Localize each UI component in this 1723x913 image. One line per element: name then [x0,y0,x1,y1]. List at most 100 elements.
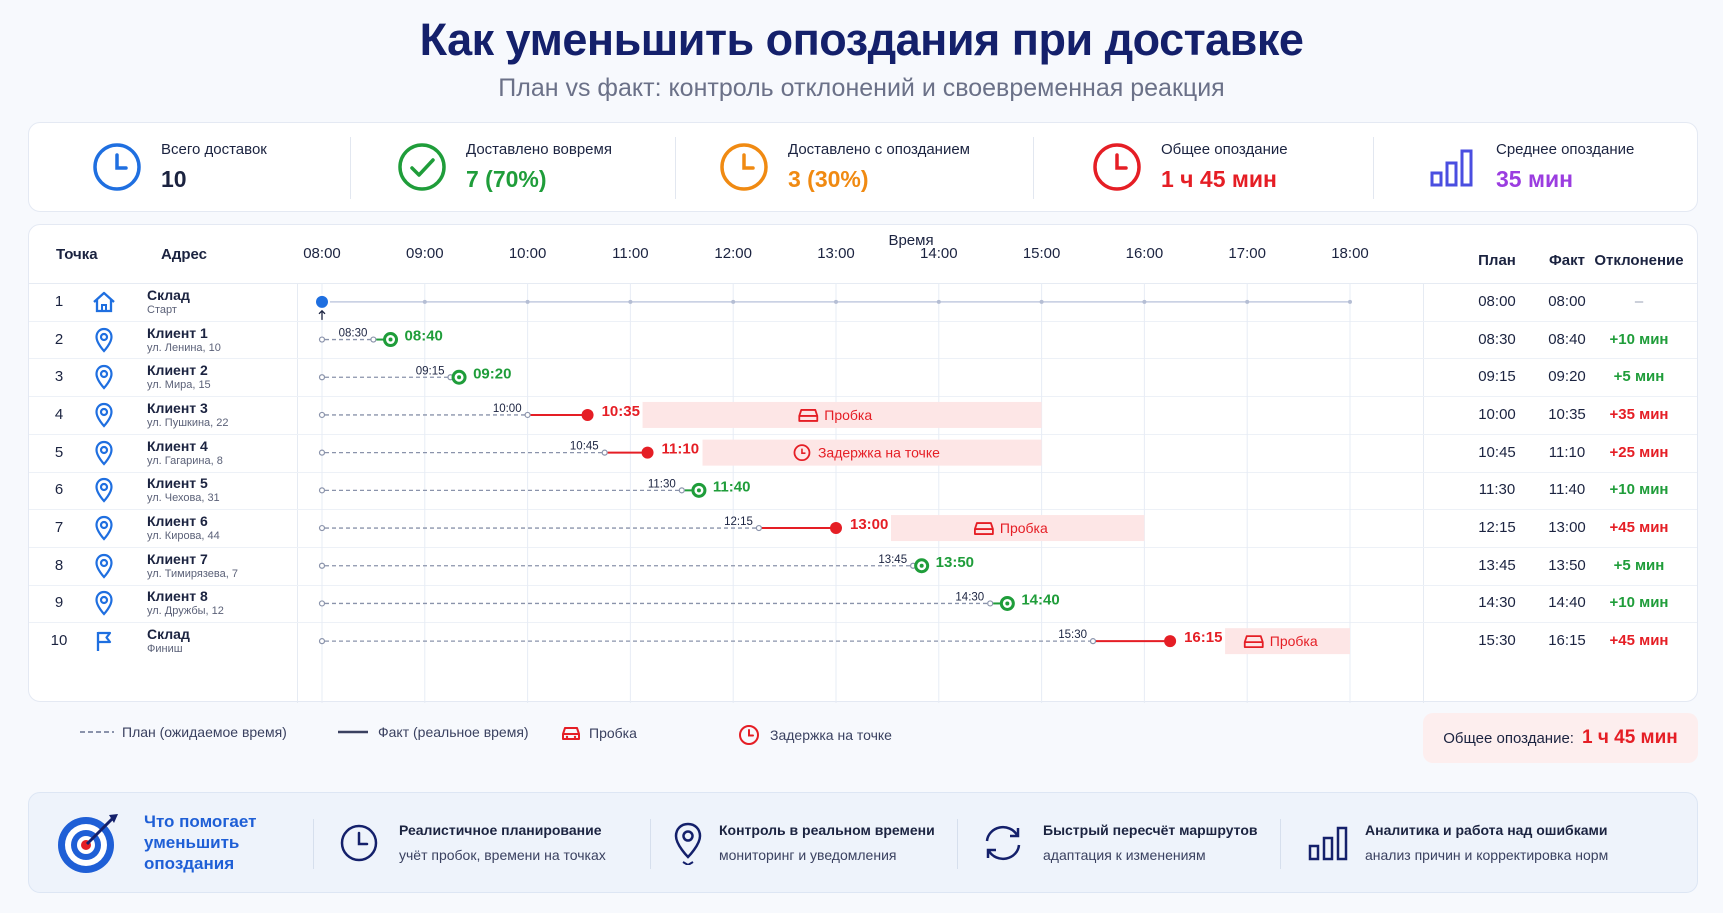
fact-marker [830,522,842,535]
row-address: ул. Дружбы, 12 [147,605,224,618]
map-pin-icon [91,590,117,617]
bar-chart-icon [1426,141,1478,193]
delay-reason-band [891,515,1145,542]
row-fact-time: 16:15 [1548,632,1586,650]
page-title: Как уменьшить опоздания при доставке [419,14,1304,65]
map-pin-icon [91,327,117,353]
hour-tick-label: 10:00 [509,245,547,262]
row-deviation: +45 мин [1609,519,1669,537]
row-name: Склад [147,626,190,643]
plan-time-label: 10:45 [570,441,599,453]
row-deviation: +10 мин [1609,594,1669,612]
fact-time-label: 16:15 [1184,629,1222,646]
plan-time-label: 14:30 [955,591,984,603]
kpi-summary-bar: Всего доставок 10 Доставлено вовремя 7 (70… [28,122,1698,212]
hour-tick-dot [1039,299,1044,304]
route-origin-dot [318,336,326,343]
page-subtitle: План vs факт: контроль отклонений и свое… [498,74,1225,102]
row-fact-time: 13:00 [1548,519,1586,537]
route-origin-dot [318,487,326,494]
car-icon [1243,635,1264,649]
home-icon [91,289,117,315]
clock-icon-hands [801,448,806,454]
hour-tick-dot [1142,299,1147,304]
map-pin-icon [91,402,117,428]
row-address: ул. Гагарина, 8 [147,454,223,467]
hour-tick-label: 16:00 [1126,245,1164,262]
map-pin-icon [673,821,703,865]
row-fact-time: 08:40 [1548,330,1586,348]
clock-icon [793,444,811,462]
column-header-address: Адрес [161,246,208,263]
row-fact-time: 11:10 [1548,443,1586,461]
row-address: Старт [147,303,177,316]
map-pin-icon [91,364,117,390]
fact-time-label: 13:50 [936,554,974,571]
clock-icon [91,141,143,193]
legend-fact: Факт (реальное время) [338,724,529,740]
tip-route-recalc: Быстрый пересчёт маршрутов адаптация к из… [981,793,1257,892]
route-origin-dot [318,600,326,607]
row-deviation: +10 мин [1609,481,1669,499]
plan-time-label: 11:30 [648,478,676,490]
fact-marker [1164,635,1177,648]
row-name: Клиент 4 [147,437,208,454]
hour-tick-dot [731,299,736,304]
fact-marker [641,446,654,459]
row-number: 5 [54,443,64,461]
delay-reason-label: Задержка на точке [818,445,940,461]
start-marker [314,293,330,310]
hour-tick-label: 11:00 [612,245,648,262]
plan-time-label: 09:15 [416,365,445,377]
clock-icon [738,724,760,746]
hour-tick-dot [628,299,633,304]
hour-tick-dot [1245,299,1250,304]
row-number: 10 [50,632,68,650]
hour-tick-dot [936,299,941,304]
plan-marker [1089,638,1097,645]
fact-time-label: 11:10 [662,441,700,458]
row-fact-time: 09:20 [1548,368,1586,386]
map-pin-icon [91,515,117,541]
kpi-label: Доставлено вовремя [466,141,612,158]
row-name: Клиент 5 [147,475,208,492]
kpi-value: 35 мин [1496,166,1574,192]
hour-tick-label: 09:00 [406,245,444,262]
row-deviation: +10 мин [1609,330,1669,348]
route-origin-dot [318,524,326,532]
fact-marker-core [1005,601,1010,606]
row-deviation: +5 мин [1613,368,1665,386]
hour-tick-label: 18:00 [1331,245,1369,262]
kpi-label: Доставлено с опозданием [788,141,970,158]
kpi-value: 7 (70%) [466,166,547,192]
kpi-value: 10 [161,166,187,192]
row-fact-time: 10:35 [1548,405,1586,423]
fact-time-label: 13:00 [850,516,888,533]
kpi-total-delay: Общее опоздание 1 ч 45 мин [1034,123,1374,211]
map-pin-icon [91,553,117,579]
hour-tick-label: 13:00 [817,245,855,262]
row-name: Клиент 3 [147,399,208,416]
gantt-chart: 08:00 09:00 10:00 11:00 12:00 13:00 14:00 15:00… [303,245,1369,703]
clock-icon [339,823,379,863]
row-plan-time: 15:30 [1478,632,1516,650]
clock-icon [1091,141,1143,193]
plan-marker [987,600,994,607]
row-plan-time: 08:00 [1478,292,1516,310]
kpi-average-delay: Среднее опоздание 35 мин [1374,123,1694,211]
plan-time-label: 13:45 [878,554,907,566]
hour-tick-label: 14:00 [920,245,958,262]
row-plan-time: 10:45 [1478,443,1516,461]
row-plan-time: 11:30 [1478,481,1516,499]
clock-icon [718,141,770,193]
row-plan-time: 10:00 [1478,405,1516,423]
row-number: 8 [54,556,64,574]
row-deviation: +25 мин [1609,443,1669,461]
fact-time-label: 11:40 [713,478,751,495]
refresh-icon [981,823,1025,863]
tips-title: Что помогает уменьшить опоздания [144,812,257,873]
route-origin-dot [318,638,326,645]
row-deviation: +45 мин [1609,632,1669,650]
row-deviation: +35 мин [1609,405,1669,423]
row-number: 9 [54,594,64,612]
